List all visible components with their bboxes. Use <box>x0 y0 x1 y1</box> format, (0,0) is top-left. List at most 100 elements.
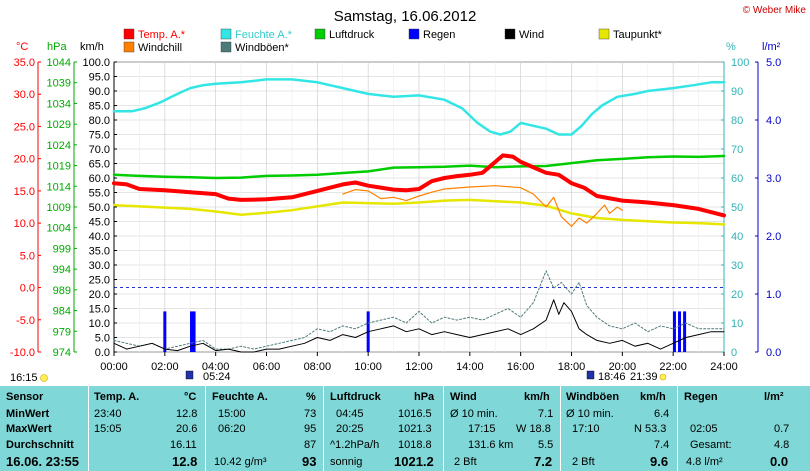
temp-tick-label: 5.0 <box>20 250 35 262</box>
rain-bar <box>678 311 682 352</box>
rain-tick-label: 4.0 <box>766 115 781 127</box>
rain-bar <box>672 311 676 352</box>
cell-gust-value: 6.4 <box>654 408 670 420</box>
wind-tick-label: 35.0 <box>89 246 110 258</box>
cell-temp-value: 20.6 <box>176 423 198 435</box>
legend-label: Regen <box>423 29 455 41</box>
humidity-tick-label: 40 <box>731 231 743 243</box>
legend-swatch <box>123 41 135 53</box>
wind-tick-label: 70.0 <box>89 144 110 156</box>
pressure-tick-label: 979 <box>53 326 71 338</box>
cell-press-value: 1018.8 <box>398 439 432 451</box>
cell-rain-value: 4.8 <box>774 439 790 451</box>
series-line-wind <box>113 299 725 353</box>
table-header-wind: Wind <box>450 391 477 403</box>
cell-gust-value: N 53.3 <box>634 423 667 435</box>
cell-hum-value: 87 <box>304 439 317 451</box>
cell-press-time: 20:25 <box>336 423 364 435</box>
cell-press-value: 1021.3 <box>398 423 432 435</box>
event1-time: 05:24 <box>203 371 231 383</box>
legend: Temp. A.* Feuchte A.* Luftdruck Regen Wind Ta… <box>123 28 663 54</box>
cell-rain-time: 02:05 <box>690 423 718 435</box>
series-line-luftdruck <box>112 154 726 180</box>
legend-label: Wind <box>519 29 544 41</box>
cell-current-pressure: 1021.2 <box>394 454 434 469</box>
table-header-gust: Windböen <box>566 391 620 403</box>
cell-gust-value: 7.4 <box>654 439 670 451</box>
rain-tick-label: 0.0 <box>766 347 781 359</box>
legend-swatch <box>314 28 326 40</box>
copyright-text: © Weber Mike <box>743 5 807 16</box>
table-header-temp-unit: °C <box>184 391 197 403</box>
cell-wind-value: 5.5 <box>538 439 554 451</box>
wind-tick-label: 55.0 <box>89 188 110 200</box>
temp-tick-label: -10.0 <box>10 347 35 359</box>
table-divider <box>323 385 324 471</box>
pressure-tick-label: 1029 <box>47 119 71 131</box>
table-header-wind-unit: km/h <box>524 391 550 403</box>
cell-rain-value: 0.7 <box>774 423 790 435</box>
humidity-tick-label: 10 <box>731 318 743 330</box>
wind-tick-label: 15.0 <box>89 304 110 316</box>
table-divider <box>443 385 444 471</box>
pressure-tick-label: 994 <box>53 264 71 276</box>
row-label-average: Durchschnitt <box>6 439 74 451</box>
humidity-tick-label: 50 <box>731 202 743 214</box>
legend-swatch <box>408 28 420 40</box>
weather-chart: Samstag, 16.06.2012 © Weber Mike Temp. A… <box>10 5 807 384</box>
cell-wind-value: 7.1 <box>538 408 554 420</box>
pressure-tick-label: 999 <box>53 243 71 255</box>
table-header-pressure: Luftdruck <box>330 391 381 403</box>
x-tick-label: 12:00 <box>405 361 433 373</box>
series-line-temp-a <box>112 153 726 218</box>
temp-tick-label: 10.0 <box>14 218 35 230</box>
cell-gust-time: 17:10 <box>572 423 600 435</box>
pressure-tick-label: 1014 <box>47 181 71 193</box>
cell-wind-time: 17:15 <box>468 423 496 435</box>
legend-swatch <box>123 28 135 40</box>
wind-tick-label: 30.0 <box>89 260 110 272</box>
x-tick-label: 06:00 <box>253 361 281 373</box>
pressure-tick-label: 974 <box>53 347 71 359</box>
wind-unit-label: km/h <box>80 41 104 53</box>
event2-time: 18:46 <box>598 371 626 383</box>
x-tick-label: 18:00 <box>558 361 586 373</box>
humidity-tick-label: 30 <box>731 260 743 272</box>
table-header-gust-unit: km/h <box>640 391 666 403</box>
legend-swatch <box>598 28 610 40</box>
cell-hum-value: 73 <box>304 408 317 420</box>
cell-current-gust-bft: 2 Bft <box>572 456 595 468</box>
cell-press-time: 04:45 <box>336 408 364 420</box>
x-tick-label: 00:00 <box>100 361 128 373</box>
legend-swatch <box>220 28 232 40</box>
cell-gust-time: Ø 10 min. <box>566 408 614 420</box>
temp-tick-label: 30.0 <box>14 89 35 101</box>
wind-tick-label: 20.0 <box>89 289 110 301</box>
rain-tick-label: 1.0 <box>766 289 781 301</box>
wind-tick-label: 5.0 <box>95 333 110 345</box>
humidity-tick-label: 80 <box>731 115 743 127</box>
cell-wind-time: 131.6 km <box>468 439 514 451</box>
humidity-tick-label: 0 <box>731 347 737 359</box>
humidity-tick-label: 70 <box>731 144 743 156</box>
wind-tick-label: 60.0 <box>89 173 110 185</box>
axis-ticks: -10.0 -5.0 0.0 5.0 10.0 15.0 20.0 25.0 30.0 35.0 9… <box>10 57 781 373</box>
humidity-unit-label: % <box>726 41 736 53</box>
legend-label: Temp. A.* <box>138 29 186 41</box>
pressure-tick-label: 1039 <box>47 78 71 90</box>
cell-hum-value: 95 <box>304 423 317 435</box>
row-label-min: MinWert <box>6 408 50 420</box>
row-label-current: 16.06. 23:55 <box>6 454 80 469</box>
temp-tick-label: -5.0 <box>16 315 35 327</box>
table-header-humidity-unit: % <box>306 391 316 403</box>
pressure-tick-label: 1019 <box>47 161 71 173</box>
grid <box>114 62 724 352</box>
table-header-humidity: Feuchte A. <box>212 391 268 403</box>
x-tick-label: 24:00 <box>710 361 738 373</box>
cell-press-value: 1016.5 <box>398 408 432 420</box>
cell-current-wind-bft: 2 Bft <box>454 456 477 468</box>
sun-icon <box>40 374 48 382</box>
cell-temp-value: 16.11 <box>170 439 197 451</box>
wind-tick-label: 90.0 <box>89 86 110 98</box>
wind-tick-label: 45.0 <box>89 217 110 229</box>
